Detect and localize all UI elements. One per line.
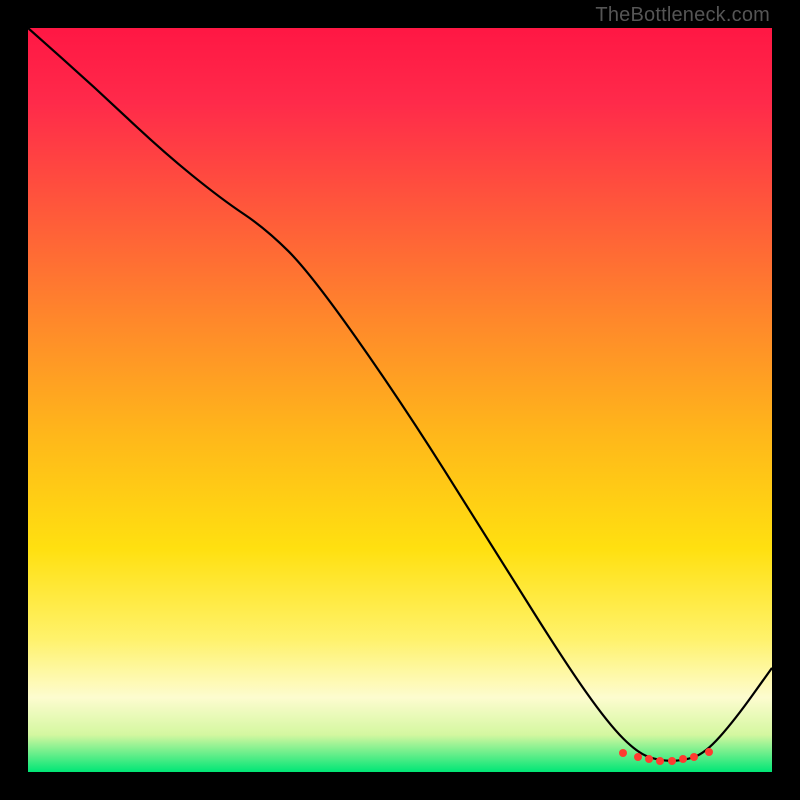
chart-line-layer bbox=[28, 28, 772, 772]
marker-dot bbox=[634, 753, 642, 761]
marker-dot bbox=[656, 757, 664, 765]
marker-dot bbox=[679, 755, 687, 763]
marker-dot bbox=[619, 749, 627, 757]
marker-dot bbox=[645, 755, 653, 763]
marker-dot bbox=[668, 757, 676, 765]
plot-area bbox=[28, 28, 772, 772]
bottleneck-curve bbox=[28, 28, 772, 761]
marker-dot bbox=[690, 753, 698, 761]
watermark-text: TheBottleneck.com bbox=[595, 4, 770, 27]
marker-dot bbox=[705, 748, 713, 756]
